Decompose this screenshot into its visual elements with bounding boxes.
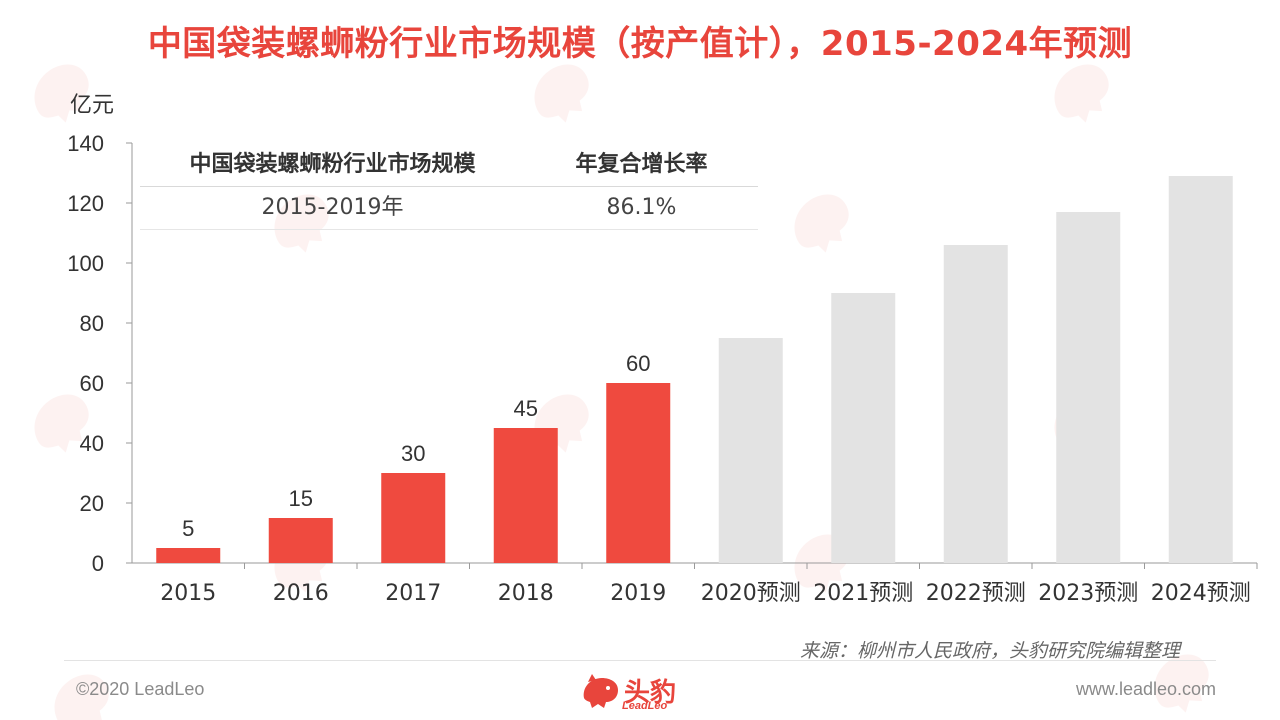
bar: [606, 383, 671, 563]
leadleo-logo: 头豹 LeadLeo: [578, 666, 718, 716]
x-tick-label: 2020预测: [701, 581, 801, 606]
y-axis-label: 亿元: [70, 93, 114, 118]
data-label: 45: [514, 396, 538, 421]
cagr-period: 2015-2019年: [261, 195, 404, 220]
y-tick-label: 0: [92, 551, 104, 576]
website-link[interactable]: www.leadleo.com: [1075, 679, 1216, 699]
x-tick-label: 2016: [273, 581, 329, 606]
bar: [1168, 176, 1233, 563]
y-tick-label: 120: [67, 191, 104, 216]
x-tick-label: 2015: [160, 581, 216, 606]
bar: [493, 428, 558, 563]
y-tick-label: 140: [67, 131, 104, 156]
footer-divider: [64, 660, 1216, 661]
x-tick-label: 2018: [498, 581, 554, 606]
leopard-icon: [583, 674, 618, 708]
logo-subtext: LeadLeo: [622, 700, 668, 712]
bar: [831, 293, 896, 563]
bar: [268, 518, 333, 563]
cagr-table-header: 中国袋装螺蛳粉行业市场规模 年复合增长率: [140, 144, 758, 187]
data-label: 15: [289, 486, 313, 511]
cagr-table: 中国袋装螺蛳粉行业市场规模 年复合增长率 2015-2019年 86.1%: [140, 144, 758, 230]
cagr-header-rate: 年复合增长率: [575, 152, 708, 177]
cagr-table-row: 2015-2019年 86.1%: [140, 187, 758, 230]
y-tick-label: 80: [80, 311, 104, 336]
data-label: 60: [626, 351, 650, 376]
bar: [1056, 212, 1121, 563]
y-tick-label: 100: [67, 251, 104, 276]
bar: [381, 473, 446, 563]
x-tick-label: 2019: [610, 581, 666, 606]
bar: [718, 338, 783, 563]
y-tick-label: 40: [80, 431, 104, 456]
logo-text: 头豹: [624, 678, 677, 708]
y-tick-label: 20: [80, 491, 104, 516]
bar: [156, 548, 221, 563]
copyright-text: ©2020 LeadLeo: [76, 679, 205, 699]
x-tick-label: 2022预测: [926, 581, 1026, 606]
y-tick-label: 60: [80, 371, 104, 396]
page-title: 中国袋装螺蛳粉行业市场规模（按产值计），2015-2024年预测: [147, 24, 1133, 64]
x-tick-label: 2023预测: [1038, 581, 1138, 606]
x-tick-label: 2021预测: [813, 581, 913, 606]
cagr-header-market: 中国袋装螺蛳粉行业市场规模: [189, 152, 476, 177]
data-label: 30: [401, 441, 425, 466]
bar-chart: 亿元 0 20 40 60 80 100 120 140 2015 5 2016 15 2017 30 201…: [67, 93, 1258, 606]
data-label: 5: [182, 516, 194, 541]
bar: [943, 245, 1008, 563]
x-tick-label: 2024预测: [1151, 581, 1251, 606]
cagr-rate: 86.1%: [606, 195, 677, 220]
x-tick-label: 2017: [385, 581, 441, 606]
source-note: 来源：柳州市人民政府，头豹研究院编辑整理: [799, 640, 1180, 662]
